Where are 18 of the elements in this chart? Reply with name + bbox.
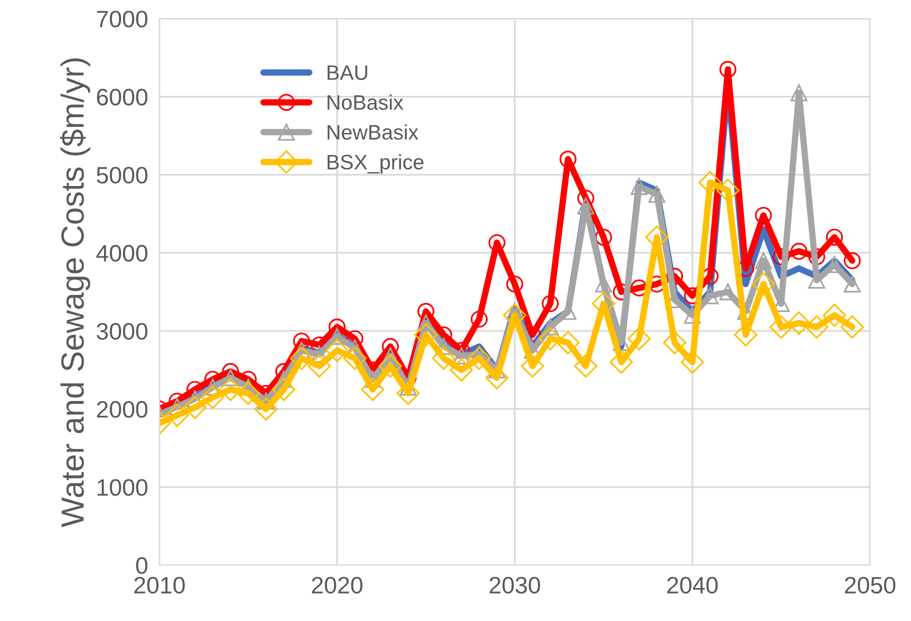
x-tick-label: 2030	[490, 576, 540, 594]
y-tick-label: 3000	[96, 322, 148, 340]
legend-label: NewBasix	[328, 124, 418, 140]
y-tick-label: 5000	[96, 166, 148, 184]
y-axis-title: Water and Sewage Costs ($m/yr)	[60, 58, 90, 528]
y-tick-label: 2000	[96, 401, 148, 418]
y-tick-label: 0	[136, 557, 148, 574]
y-tick-label: 6000	[96, 88, 148, 106]
x-tick-label: 2020	[312, 576, 362, 594]
legend-label: BAU	[328, 65, 368, 80]
legend-label: BSX_price	[328, 154, 424, 174]
legend-label: NoBasix	[328, 94, 404, 110]
x-tick-label: 2050	[844, 576, 896, 594]
x-tick-label: 2010	[134, 576, 185, 594]
y-tick-label: 7000	[97, 10, 148, 28]
y-tick-label: 4000	[96, 244, 148, 262]
y-tick-label: 1000	[98, 479, 148, 496]
x-tick-label: 2040	[667, 576, 718, 594]
